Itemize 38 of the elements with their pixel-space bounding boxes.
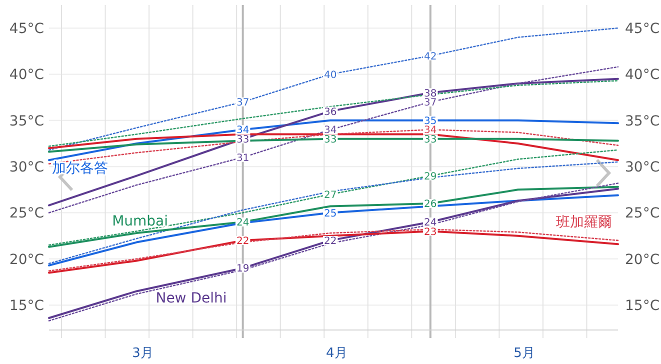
x-tick-label: 4月 bbox=[326, 346, 348, 361]
data-label: 31 bbox=[236, 152, 250, 164]
data-label: 37 bbox=[236, 98, 250, 109]
data-label: 38 bbox=[424, 88, 437, 100]
data-label: 37 bbox=[424, 98, 437, 109]
line-series bbox=[48, 149, 619, 246]
y-tick-label: 15°C bbox=[9, 298, 44, 314]
series-label: New Delhi bbox=[156, 290, 227, 306]
x-tick-label: 3月 bbox=[132, 346, 154, 361]
data-label: 42 bbox=[424, 51, 437, 62]
data-label: 19 bbox=[236, 264, 250, 275]
y2-tick-label: 20°C bbox=[625, 252, 660, 268]
y2-tick-label: 35°C bbox=[625, 113, 660, 130]
line-series bbox=[48, 186, 619, 248]
data-label: 22 bbox=[324, 236, 337, 248]
y2-tick-label: 15°C bbox=[625, 298, 660, 314]
y2-tick-label: 30°C bbox=[625, 160, 660, 176]
y2-tick-label: 25°C bbox=[625, 206, 660, 222]
line-series bbox=[48, 80, 619, 147]
data-label: 24 bbox=[424, 218, 437, 229]
line-series bbox=[48, 27, 619, 151]
data-label: 34 bbox=[324, 125, 337, 136]
y2-tick-label: 40°C bbox=[625, 67, 660, 84]
series-label: 加尔各答 bbox=[52, 160, 108, 177]
y-tick-label: 45°C bbox=[9, 21, 44, 38]
series-label: Mumbai bbox=[112, 214, 168, 230]
data-label: 36 bbox=[324, 106, 337, 118]
data-label: 40 bbox=[324, 70, 337, 81]
data-label: 33 bbox=[236, 134, 250, 146]
y-tick-label: 40°C bbox=[9, 67, 44, 84]
y-tick-label: 35°C bbox=[9, 113, 44, 130]
x-tick-label: 5月 bbox=[514, 346, 535, 361]
y-tick-label: 20°C bbox=[9, 252, 44, 268]
line-series bbox=[48, 161, 619, 264]
series-label: 班加羅爾 bbox=[556, 214, 612, 231]
y-tick-label: 30°C bbox=[9, 160, 44, 176]
y2-tick-label: 45°C bbox=[625, 21, 660, 38]
y-tick-label: 25°C bbox=[9, 206, 44, 222]
